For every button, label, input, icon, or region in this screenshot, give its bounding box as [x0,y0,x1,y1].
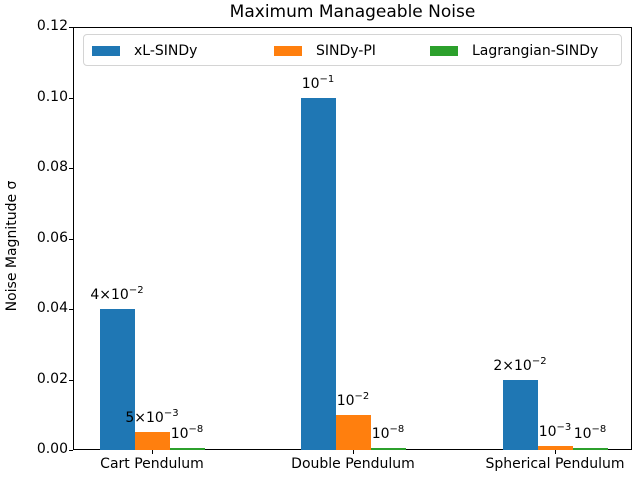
y-tick-mark [69,309,73,310]
x-tick-label: Spherical Pendulum [485,456,625,472]
bar-value-label: 4×10−2 [90,285,144,304]
bar-value-label: 10−8 [371,424,405,443]
legend-swatch [430,46,458,56]
bar-value-label: 10−2 [336,390,370,409]
x-tick-mark [555,450,556,454]
bar-xl-sindy-2 [502,379,538,450]
y-tick-mark [69,238,73,240]
legend-swatch [92,46,120,56]
bar-sindy-pi-0 [134,432,170,450]
bar-lagrangian-sindy-0 [169,448,205,450]
bar-value-label: 10−8 [170,424,204,443]
x-tick-mark [152,450,153,454]
y-tick-mark [69,168,73,169]
y-tick-label: 0.04 [36,300,68,316]
bar-value-label: 2×10−2 [493,355,547,374]
legend-swatch [274,46,302,56]
legend-label: SINDy-PI [316,43,376,59]
bar-value-label: 5×10−3 [125,408,179,427]
bar-lagrangian-sindy-2 [572,448,608,450]
bar-value-label: 10−3 [538,422,572,441]
x-tick-label: Double Pendulum [291,456,415,472]
y-tick-label: 0.08 [36,159,68,175]
y-tick-mark [69,97,73,99]
legend-label: Lagrangian-SINDy [472,43,599,59]
bar-xl-sindy-0 [99,309,135,450]
chart-title: Maximum Manageable Noise [229,2,476,22]
legend-item: xL-SINDy [92,43,197,59]
y-tick-mark [69,27,73,28]
y-tick-mark [69,379,73,381]
bar-value-label: 10−1 [301,73,335,92]
legend-item: SINDy-PI [274,43,376,59]
legend-label: xL-SINDy [134,43,198,59]
legend: xL-SINDy SINDy-PI Lagrangian-SINDy [83,34,622,66]
y-tick-label: 0.10 [36,88,68,105]
y-tick-label: 0.02 [36,370,68,387]
y-tick-label: 0.12 [36,18,68,34]
bar-lagrangian-sindy-1 [370,448,406,450]
x-tick-label: Cart Pendulum [100,456,204,472]
bar-value-label: 10−8 [573,424,607,443]
x-tick-mark [353,450,354,454]
bar-sindy-pi-1 [335,414,371,450]
legend-item: Lagrangian-SINDy [430,43,598,59]
y-tick-label: 0.00 [36,441,68,457]
y-tick-label: 0.06 [36,229,68,246]
y-axis-label: Noise Magnitude σ [4,180,20,312]
bar-sindy-pi-2 [537,446,573,450]
bar-xl-sindy-1 [300,97,336,450]
y-tick-mark [69,450,73,451]
